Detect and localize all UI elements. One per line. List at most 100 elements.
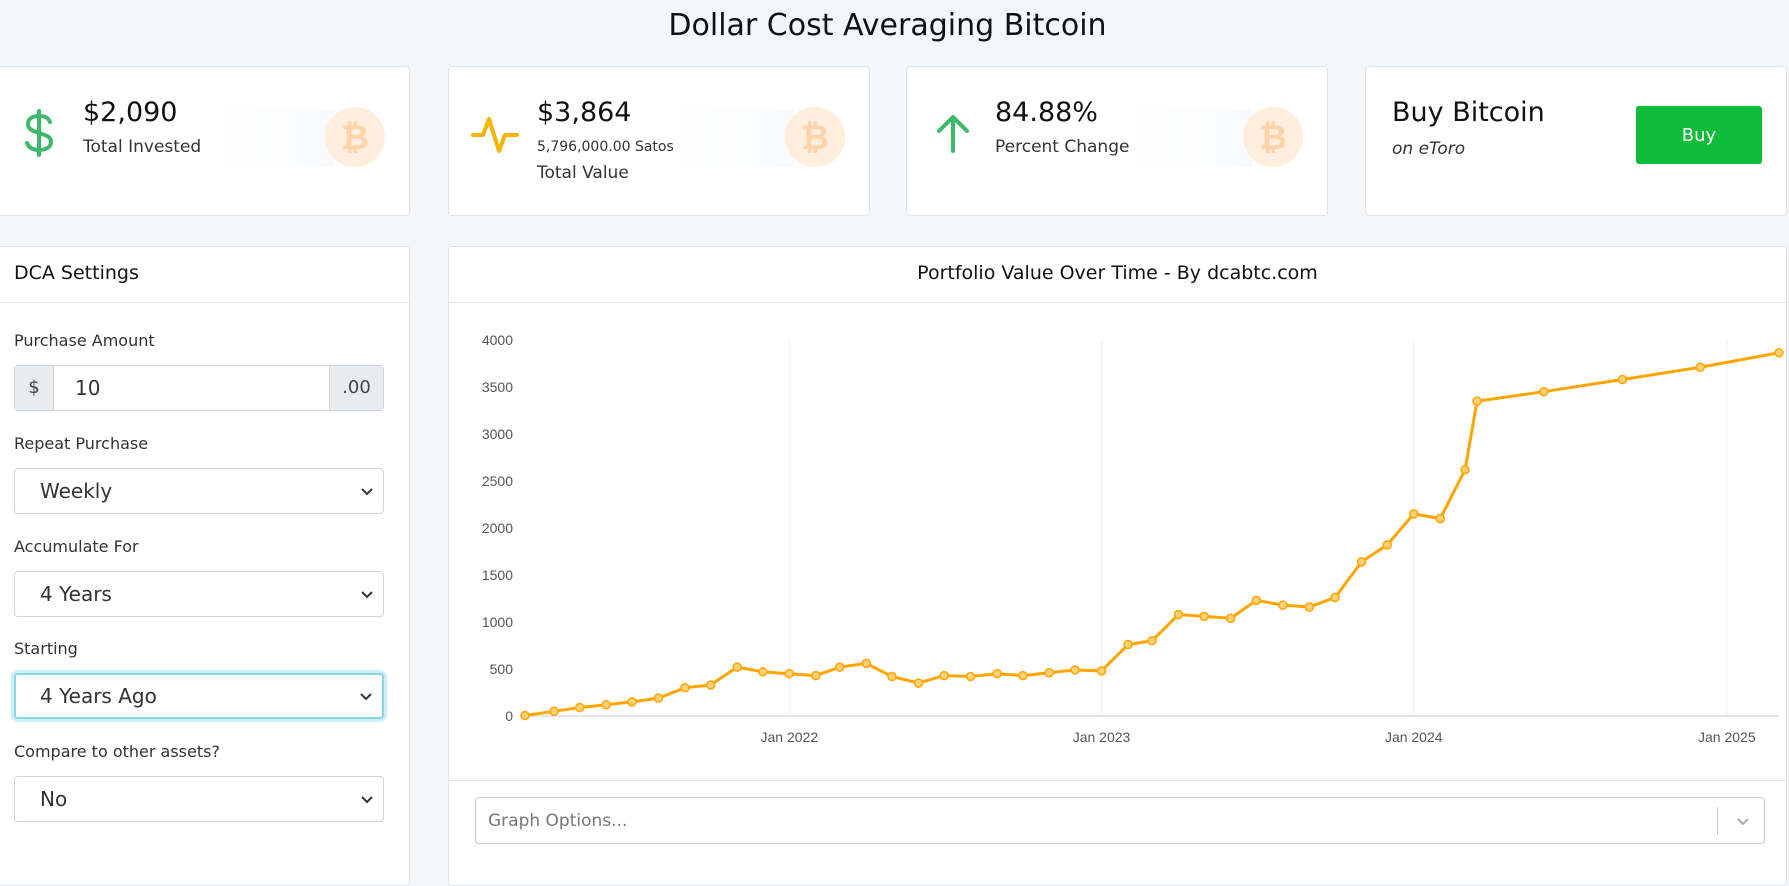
- data-point: [1774, 348, 1784, 358]
- y-tick-label: 3000: [482, 426, 513, 442]
- chevron-down-icon: [1737, 818, 1749, 826]
- percent-change-card: 84.88% Percent Change ₿: [906, 66, 1328, 216]
- total-invested-value: $2,090: [83, 97, 178, 128]
- data-point: [992, 668, 1002, 679]
- total-invested-label: Total Invested: [83, 137, 202, 157]
- arrow-up-icon: [937, 115, 969, 153]
- bitcoin-icon: ₿: [1243, 107, 1303, 167]
- data-point: [835, 662, 845, 672]
- svg-text:₿: ₿: [1259, 118, 1287, 158]
- dca-settings-panel: DCA Settings Purchase Amount $ .00 Repea…: [0, 246, 410, 886]
- data-point: [1147, 636, 1157, 646]
- accumulate-for-value: 4 Years: [40, 582, 112, 606]
- svg-text:₿: ₿: [801, 118, 829, 158]
- y-tick-label: 500: [490, 661, 514, 677]
- y-tick-label: 0: [505, 708, 513, 724]
- data-point: [1617, 374, 1628, 385]
- buy-bitcoin-card: Buy Bitcoin on eToro Buy: [1365, 66, 1787, 216]
- chevron-down-icon: [361, 796, 373, 804]
- graph-options-select[interactable]: Graph Options...: [475, 797, 1765, 844]
- purchase-amount-input[interactable]: [55, 366, 329, 410]
- data-point: [861, 658, 872, 669]
- data-point: [680, 683, 690, 693]
- starting-label: Starting: [14, 639, 78, 658]
- chevron-down-icon: [361, 591, 373, 599]
- cents-suffix: .00: [329, 366, 383, 410]
- svg-text:₿: ₿: [341, 118, 369, 158]
- bitcoin-icon: ₿: [325, 107, 385, 167]
- buy-button[interactable]: Buy: [1636, 106, 1762, 164]
- data-point: [1539, 386, 1549, 397]
- data-point: [939, 670, 949, 681]
- data-point: [965, 671, 976, 682]
- data-point: [1278, 600, 1288, 610]
- total-value-value: $3,864: [537, 97, 632, 128]
- purchase-amount-label: Purchase Amount: [14, 331, 155, 350]
- settings-title: DCA Settings: [14, 262, 139, 284]
- starting-value: 4 Years Ago: [40, 684, 157, 708]
- x-tick-label: Jan 2024: [1385, 729, 1443, 745]
- y-tick-label: 2000: [482, 520, 513, 536]
- compare-select[interactable]: No: [14, 776, 384, 822]
- y-tick-label: 1500: [482, 567, 513, 583]
- total-invested-card: $2,090 Total Invested ₿: [0, 66, 410, 216]
- percent-change-value: 84.88%: [995, 97, 1098, 128]
- y-tick-label: 3500: [482, 379, 513, 395]
- settings-header: DCA Settings: [0, 247, 409, 303]
- series-line: [524, 351, 1780, 718]
- data-point: [574, 702, 585, 713]
- repeat-purchase-value: Weekly: [40, 479, 113, 503]
- data-point: [1173, 609, 1184, 620]
- chart-panel: Portfolio Value Over Time - By dcabtc.co…: [448, 246, 1787, 886]
- data-point: [758, 667, 768, 677]
- compare-value: No: [40, 787, 68, 811]
- data-point: [887, 671, 897, 682]
- data-point: [1044, 668, 1055, 678]
- pulse-icon: [471, 117, 519, 153]
- buy-bitcoin-subtitle: on eToro: [1392, 139, 1466, 159]
- portfolio-chart: 0 500 1000 1500 2000 2500 3000 3500 4000 Jan 2022…: [482, 332, 1784, 745]
- repeat-purchase-label: Repeat Purchase: [14, 434, 149, 453]
- data-point: [1251, 595, 1262, 606]
- data-point: [811, 670, 821, 681]
- x-tick-label: Jan 2025: [1698, 729, 1756, 745]
- data-point: [549, 706, 559, 717]
- total-value-label: Total Value: [537, 163, 629, 183]
- dollar-icon: [25, 109, 54, 157]
- chart-header: Portfolio Value Over Time - By dcabtc.co…: [449, 247, 1786, 303]
- accumulate-for-label: Accumulate For: [14, 537, 139, 556]
- chevron-down-icon: [361, 488, 373, 496]
- currency-prefix: $: [15, 366, 54, 410]
- data-point: [1199, 611, 1209, 622]
- buy-bitcoin-title: Buy Bitcoin: [1392, 97, 1545, 128]
- data-point: [1356, 557, 1367, 567]
- data-point: [520, 710, 530, 721]
- data-point: [601, 699, 612, 710]
- data-point: [1460, 464, 1470, 475]
- purchase-amount-group: $ .00: [14, 365, 384, 411]
- satoshis-value: 5,796,000.00 Satoshis: [537, 139, 694, 155]
- repeat-purchase-select[interactable]: Weekly: [14, 468, 384, 514]
- data-point: [1225, 613, 1236, 623]
- data-point: [1408, 509, 1419, 519]
- page-title: Dollar Cost Averaging Bitcoin: [668, 8, 1107, 43]
- data-point: [1695, 362, 1706, 373]
- data-point: [913, 678, 924, 688]
- accumulate-for-select[interactable]: 4 Years: [14, 571, 384, 617]
- data-point: [1382, 540, 1392, 550]
- x-tick-label: Jan 2022: [761, 729, 819, 745]
- data-point: [705, 680, 716, 690]
- data-point: [653, 693, 664, 703]
- data-point: [784, 668, 795, 679]
- percent-change-label: Percent Change: [995, 137, 1130, 157]
- x-tick-label: Jan 2023: [1073, 729, 1131, 745]
- data-point: [1330, 592, 1340, 603]
- data-point: [627, 697, 637, 707]
- bitcoin-icon: ₿: [785, 107, 845, 167]
- data-point: [1070, 665, 1080, 675]
- starting-select[interactable]: 4 Years Ago: [14, 673, 384, 719]
- total-value-card: $3,864 5,796,000.00 Satoshis Total Value…: [448, 66, 870, 216]
- chart-title: Portfolio Value Over Time - By dcabtc.co…: [917, 262, 1318, 284]
- data-point: [1304, 602, 1315, 612]
- data-point: [1018, 670, 1028, 681]
